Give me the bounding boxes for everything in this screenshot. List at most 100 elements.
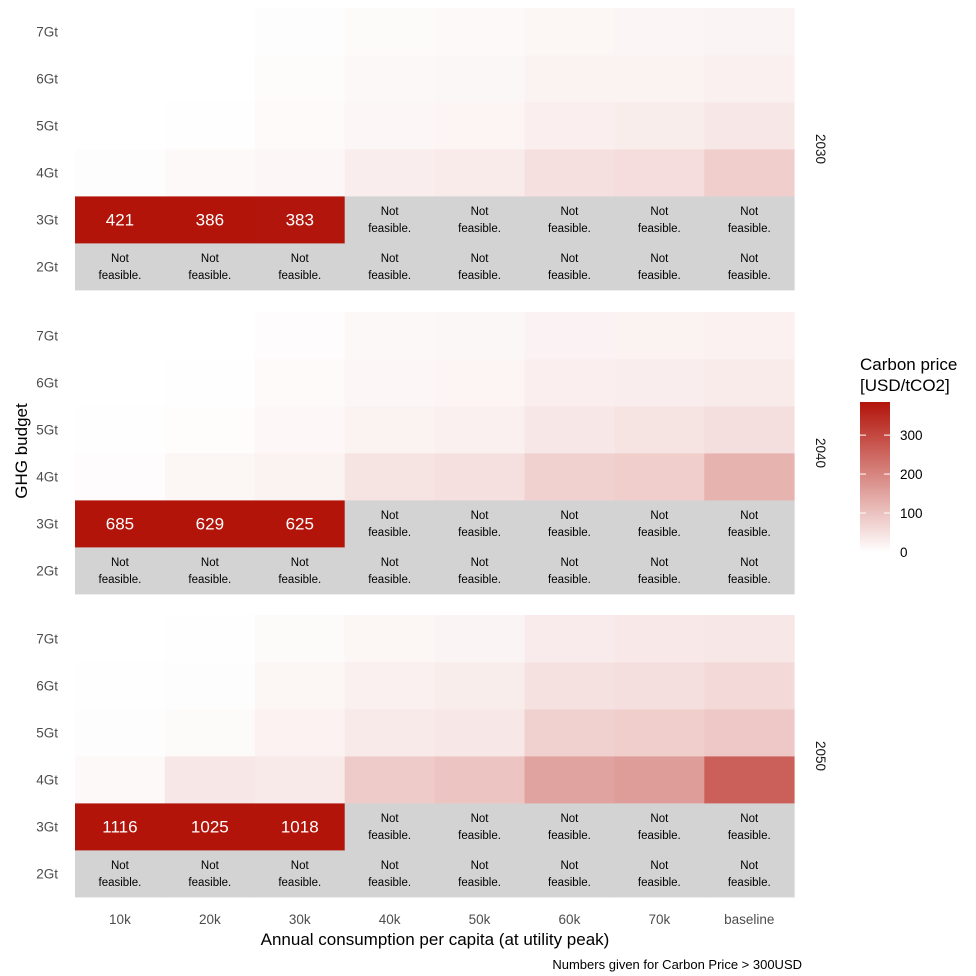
cell-label-not-feasible: Not feasible. <box>548 813 591 842</box>
heatmap-cell <box>254 547 346 595</box>
heatmap-cell <box>344 55 435 103</box>
heatmap-cell <box>164 8 256 56</box>
heatmap-cell <box>524 312 615 360</box>
heatmap-cell <box>344 359 435 407</box>
cell-label-not-feasible: Not feasible. <box>368 206 411 235</box>
heatmap-cell <box>704 803 795 851</box>
heatmap-cell <box>344 453 435 501</box>
heatmap-cell <box>164 547 256 595</box>
heatmap-cell <box>344 406 435 454</box>
x-axis-title: Annual consumption per capita (at utilit… <box>260 930 610 949</box>
heatmap-cell <box>75 196 166 244</box>
y-tick-label: 2Gt <box>36 260 58 275</box>
heatmap-cell <box>524 756 615 804</box>
x-tick-label: baseline <box>724 912 774 927</box>
heatmap-cell <box>75 243 166 291</box>
heatmap-cell <box>75 803 166 851</box>
y-tick-label: 4Gt <box>36 470 58 485</box>
facet-strip-label: 2050 <box>813 741 828 771</box>
heatmap-cell <box>254 756 346 804</box>
heatmap-cell <box>75 756 166 804</box>
heatmap-cell <box>434 547 525 595</box>
heatmap-cell <box>164 149 256 197</box>
y-tick-label: 5Gt <box>36 423 58 438</box>
cell-label-not-feasible: Not feasible. <box>458 510 501 539</box>
heatmap-cell <box>254 500 346 548</box>
heatmap-cell <box>254 615 346 663</box>
heatmap-cell <box>614 243 705 291</box>
heatmap-cell <box>614 662 705 710</box>
cell-label-not-feasible: Not feasible. <box>728 253 771 282</box>
heatmap-cell <box>704 756 795 804</box>
heatmap-cell <box>75 547 166 595</box>
heatmap-cell <box>614 55 705 103</box>
heatmap-cell <box>704 102 795 150</box>
heatmap-cell <box>164 662 256 710</box>
x-tick-label: 30k <box>289 912 311 927</box>
cell-value-label: 629 <box>196 515 224 534</box>
legend-tick-label: 100 <box>900 506 923 521</box>
heatmap-cell <box>254 406 346 454</box>
cell-label-not-feasible: Not feasible. <box>458 557 501 586</box>
cell-label-not-feasible: Not feasible. <box>278 860 321 889</box>
heatmap-cell <box>524 615 615 663</box>
heatmap-cell <box>254 312 346 360</box>
heatmap-cell <box>704 196 795 244</box>
cell-label-not-feasible: Not feasible. <box>638 510 681 539</box>
heatmap-cell <box>164 102 256 150</box>
heatmap-cell <box>434 709 525 757</box>
heatmap-cell <box>704 55 795 103</box>
heatmap-cell <box>254 102 346 150</box>
cell-label-not-feasible: Not feasible. <box>548 557 591 586</box>
cell-label-not-feasible: Not feasible. <box>548 510 591 539</box>
cell-label-not-feasible: Not feasible. <box>728 557 771 586</box>
heatmap-cell <box>344 102 435 150</box>
y-tick-label: 5Gt <box>36 119 58 134</box>
cell-label-not-feasible: Not feasible. <box>188 860 231 889</box>
heatmap-cell <box>75 709 166 757</box>
heatmap-cell <box>434 55 525 103</box>
cell-label-not-feasible: Not feasible. <box>638 253 681 282</box>
y-tick-label: 6Gt <box>36 679 58 694</box>
heatmap-cell <box>164 196 256 244</box>
heatmap-cell <box>254 8 346 56</box>
heatmap-cell <box>614 359 705 407</box>
heatmap-cell <box>614 453 705 501</box>
heatmap-cell <box>164 500 256 548</box>
y-tick-label: 6Gt <box>36 72 58 87</box>
heatmap-cell <box>254 453 346 501</box>
heatmap-cell <box>434 359 525 407</box>
heatmap-cell <box>614 756 705 804</box>
heatmap-cell <box>254 662 346 710</box>
heatmap-cell <box>344 756 435 804</box>
heatmap-cell <box>75 615 166 663</box>
heatmap-cell <box>704 500 795 548</box>
cell-label-not-feasible: Not feasible. <box>728 860 771 889</box>
heatmap-cell <box>704 406 795 454</box>
heatmap-cell <box>344 243 435 291</box>
heatmap-cell <box>75 102 166 150</box>
heatmap-cell <box>75 359 166 407</box>
heatmap-cell <box>75 149 166 197</box>
heatmap-cell <box>434 803 525 851</box>
heatmap-cell <box>254 196 346 244</box>
cell-label-not-feasible: Not feasible. <box>188 253 231 282</box>
cell-label-not-feasible: Not feasible. <box>368 557 411 586</box>
cell-label-not-feasible: Not feasible. <box>638 860 681 889</box>
heatmap-cell <box>524 196 615 244</box>
heatmap-cell <box>344 149 435 197</box>
heatmap-cell <box>434 196 525 244</box>
caption: Numbers given for Carbon Price > 300USD <box>552 957 802 972</box>
heatmap-cell <box>614 803 705 851</box>
y-tick-label: 2Gt <box>36 867 58 882</box>
cell-value-label: 685 <box>106 515 134 534</box>
heatmap-cell <box>75 453 166 501</box>
legend-title: Carbon price [USD/tCO2] <box>860 355 957 395</box>
legend-tick-label: 200 <box>900 467 923 482</box>
cell-label-not-feasible: Not feasible. <box>368 253 411 282</box>
heatmap-cell <box>524 803 615 851</box>
heatmap-cell <box>434 615 525 663</box>
heatmap-cell <box>524 850 615 898</box>
heatmap-cell <box>164 803 256 851</box>
x-tick-label: 40k <box>379 912 401 927</box>
